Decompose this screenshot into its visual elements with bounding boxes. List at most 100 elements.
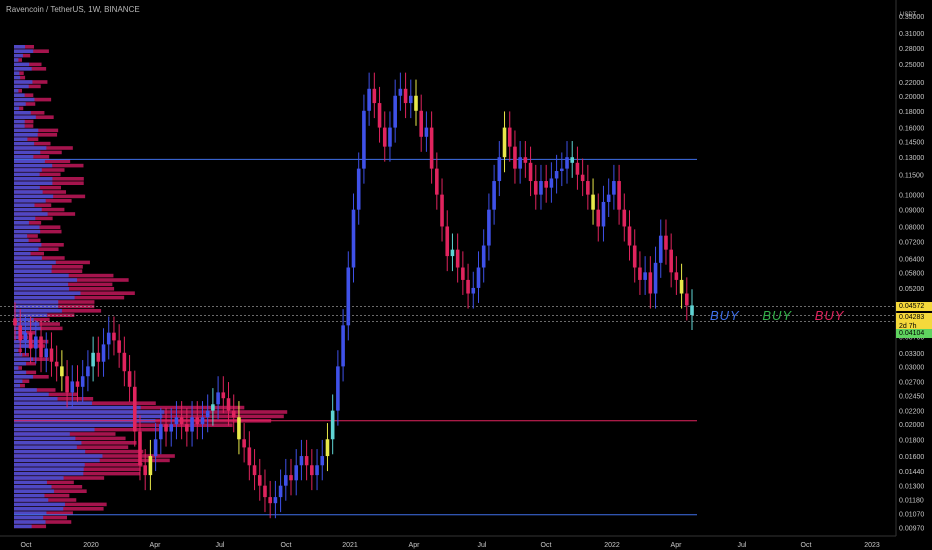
volume-profile-bar-buy (14, 432, 70, 436)
candle-body (388, 127, 392, 147)
volume-profile-bar-buy (14, 89, 19, 93)
price-tick-label: 0.01600 (899, 454, 924, 461)
candle-body (284, 475, 288, 486)
volume-profile-bar-buy (14, 449, 86, 454)
price-tick-label: 0.22000 (899, 80, 924, 87)
candle-body (690, 305, 694, 316)
price-tick-label: 0.03300 (899, 351, 924, 358)
volume-profile-bar-buy (14, 313, 48, 317)
volume-profile-bar-buy (14, 295, 75, 300)
candle-body (247, 447, 252, 466)
candle-body (23, 332, 28, 341)
candle-body (44, 348, 49, 358)
price-tick-label: 0.10000 (899, 193, 924, 200)
candle-body (101, 344, 106, 362)
volume-profile-bar-buy (14, 507, 64, 511)
time-tick-label: Apr (409, 542, 421, 549)
candle-body (148, 456, 153, 476)
volume-profile-bar-buy (14, 221, 29, 225)
price-tick-label: 0.01300 (899, 484, 924, 491)
chart-title: Ravencoin / TetherUS, 1W, BINANCE (6, 5, 140, 14)
volume-profile-bar-buy (14, 414, 163, 419)
price-badge-last: 0.04283 (896, 313, 932, 322)
volume-profile-bar-buy (14, 493, 45, 498)
candle-body (336, 366, 340, 411)
volume-profile-bar-buy (14, 471, 84, 476)
candle-body (96, 352, 101, 362)
candle-body (674, 272, 679, 280)
candle-body (143, 465, 147, 476)
candle-body (617, 181, 621, 210)
volume-profile-bar-buy (14, 137, 28, 141)
price-tick-label: 0.35000 (899, 14, 924, 21)
volume-profile-bar-buy (14, 326, 41, 331)
price-tick-label: 0.31000 (899, 31, 924, 38)
volume-profile-bar-buy (14, 212, 48, 216)
volume-profile-bar-buy (14, 251, 31, 256)
volume-profile-bar-buy (14, 405, 141, 410)
candle-body (419, 110, 423, 137)
price-tick-label: 0.01800 (899, 437, 924, 444)
volume-profile-bar-buy (14, 370, 27, 375)
price-badge-high: 0.04572 (896, 302, 932, 311)
candle-body (523, 157, 528, 163)
candle-body (466, 279, 470, 294)
candle-body (622, 209, 627, 227)
volume-profile-bar-buy (14, 185, 40, 190)
volume-profile-bar-buy (14, 485, 52, 489)
candle-body (278, 485, 283, 498)
candle-body (330, 410, 335, 440)
candle-body (372, 88, 377, 104)
volume-profile-bar-buy (14, 339, 33, 344)
candle-body (211, 404, 215, 411)
candle-body (346, 267, 351, 326)
volume-profile-bar-buy (14, 45, 26, 49)
candle-body (351, 209, 356, 268)
price-tick-label: 0.20000 (899, 94, 924, 101)
volume-profile-bar-buy (14, 49, 34, 53)
candle-body (601, 201, 606, 227)
volume-profile-bar-buy (14, 168, 42, 172)
candle-body (28, 332, 33, 349)
candle-body (440, 194, 444, 227)
candle-body (450, 249, 455, 257)
volume-profile-bar-buy (14, 476, 64, 480)
volume-profile-bar-buy (14, 71, 20, 75)
volume-profile-bar-buy (14, 282, 69, 287)
volume-profile-bar-buy (14, 62, 30, 67)
candle-body (190, 417, 194, 432)
candle-body (34, 336, 38, 349)
volume-profile-bar-buy (14, 203, 35, 207)
volume-profile-bar-buy (14, 498, 49, 502)
volume-profile-bar-buy (14, 225, 40, 229)
candle-body (91, 352, 95, 367)
volume-profile-bar-buy (14, 53, 23, 58)
volume-profile-bar-buy (14, 58, 19, 62)
volume-profile-bar-buy (14, 155, 34, 159)
candle-body (684, 293, 689, 306)
volume-profile-bar-buy (14, 353, 23, 357)
price-tick-label: 0.05200 (899, 286, 924, 293)
volume-profile-bar-buy (14, 265, 52, 269)
candle-body (377, 103, 382, 128)
candle-body (174, 417, 179, 425)
candle-body (231, 410, 236, 418)
candle-body (643, 272, 647, 280)
candle-body (575, 162, 580, 175)
candle-body (461, 267, 465, 280)
candle-body (226, 398, 231, 411)
candle-body (294, 465, 299, 481)
candle-body (320, 456, 325, 466)
volume-profile-bar-buy (14, 348, 19, 353)
volume-profile-bar-buy (14, 194, 54, 199)
volume-profile-bar-buy (14, 401, 92, 405)
volume-profile-bar-buy (14, 234, 28, 238)
volume-profile-bar-buy (14, 278, 78, 282)
price-tick-label: 0.02700 (899, 379, 924, 386)
candle-body (242, 439, 246, 448)
buy-label-red: BUY (814, 308, 845, 323)
candle-body (310, 465, 314, 476)
candle-body (138, 431, 142, 466)
candle-body (362, 110, 366, 169)
